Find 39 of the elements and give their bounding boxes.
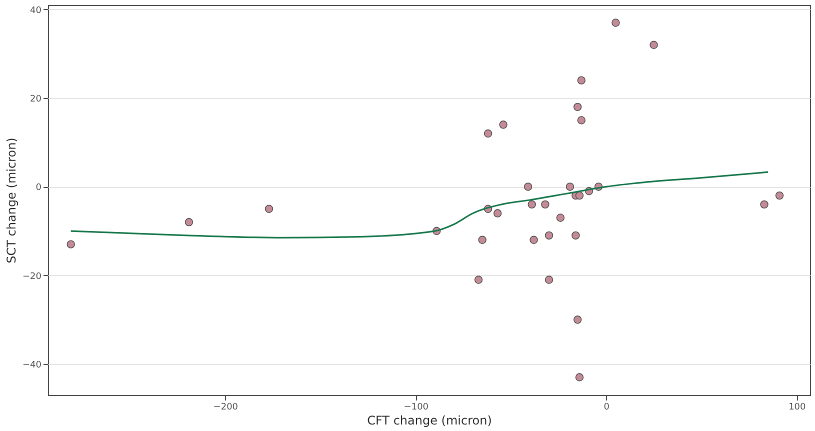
point	[612, 18, 620, 27]
point	[650, 40, 658, 49]
point	[572, 231, 580, 240]
point	[566, 182, 574, 191]
point	[184, 218, 194, 226]
y-tick-label: 20	[30, 94, 42, 105]
point	[575, 373, 584, 382]
point	[575, 191, 584, 200]
y-axis-title: SCT change (micron)	[4, 138, 19, 264]
x-tick-label: 100	[788, 402, 806, 412]
point	[573, 102, 582, 112]
point	[493, 209, 502, 218]
y-tick-label: −40	[22, 360, 42, 370]
point	[573, 316, 582, 324]
point	[524, 182, 532, 191]
y-tick-label: 40	[30, 6, 42, 16]
x-tick-label: −200	[213, 402, 238, 412]
point	[66, 240, 75, 248]
point	[760, 200, 768, 209]
x-axis-title: CFT change (micron)	[367, 414, 492, 428]
point	[556, 214, 565, 222]
point	[544, 231, 554, 240]
point	[577, 76, 586, 84]
point	[499, 120, 508, 129]
x-tick-label: 0	[604, 402, 610, 412]
point	[775, 191, 784, 200]
point	[478, 236, 486, 244]
line-series	[70, 171, 769, 238]
point	[544, 276, 554, 284]
point	[484, 129, 492, 138]
point	[528, 200, 536, 209]
point	[264, 204, 274, 213]
point	[474, 276, 483, 284]
x-tick-label: −100	[404, 402, 429, 412]
point	[541, 200, 550, 209]
y-tick-label: −20	[22, 272, 42, 282]
point	[530, 236, 538, 244]
y-tick-label: 0	[36, 183, 42, 194]
point	[577, 116, 586, 124]
